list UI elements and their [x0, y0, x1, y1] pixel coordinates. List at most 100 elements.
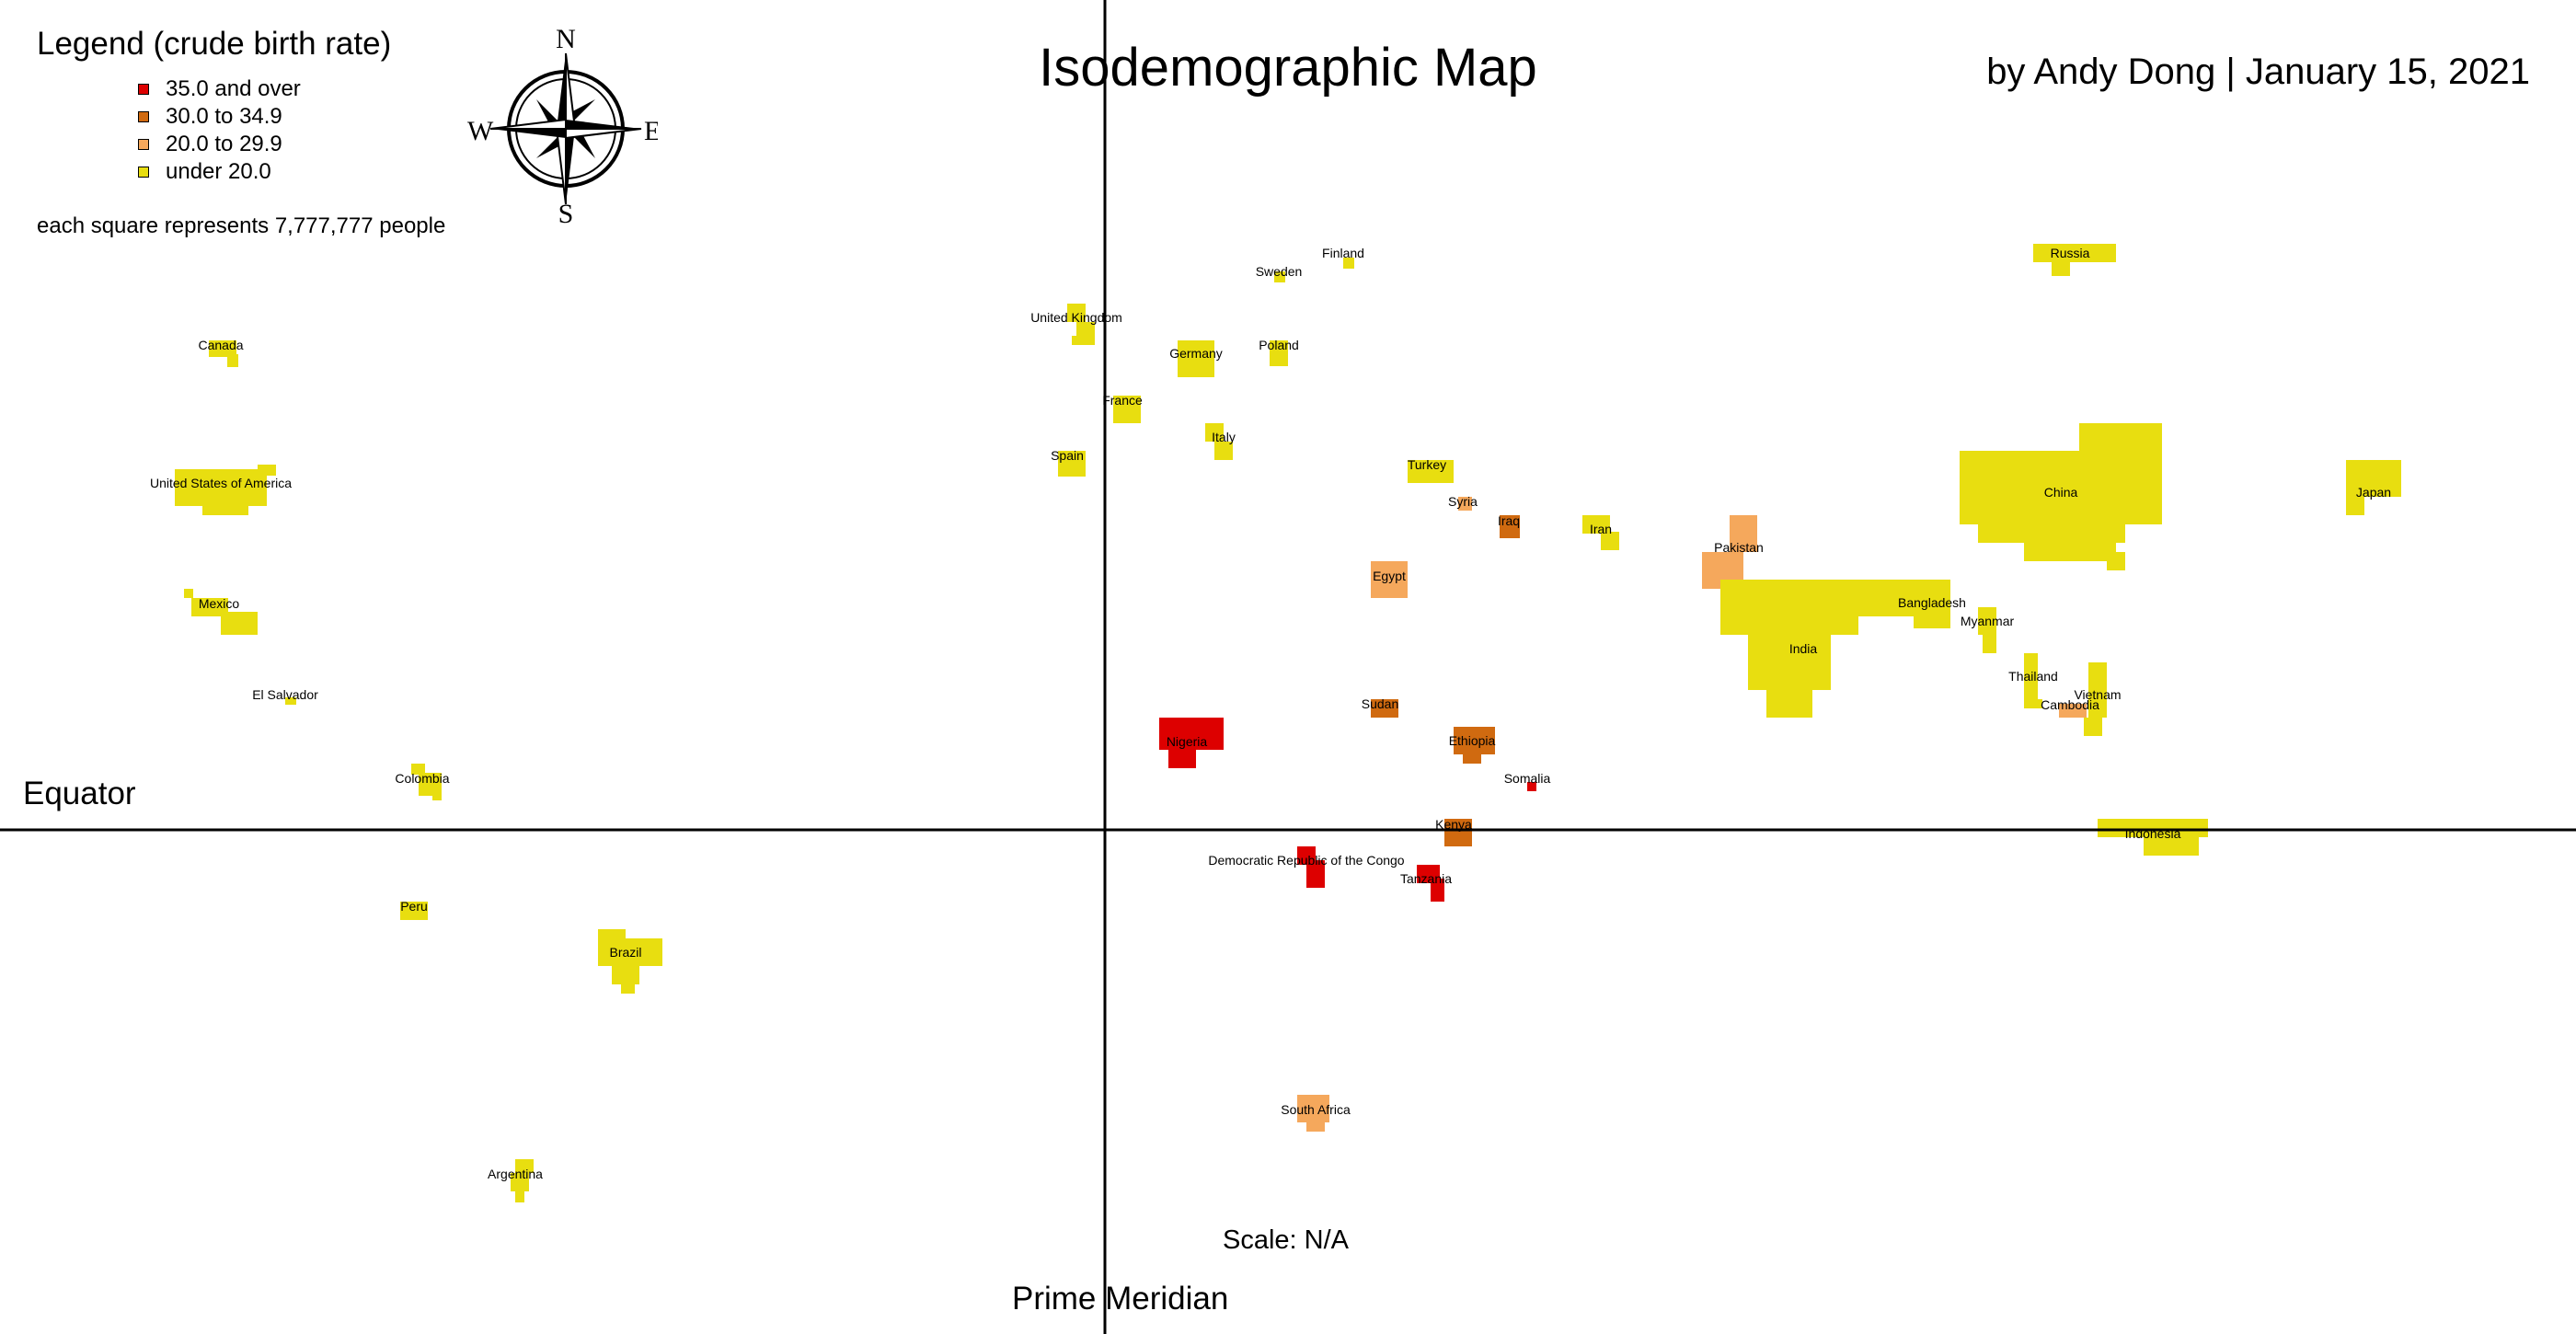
population-square — [1270, 340, 1288, 366]
country-label: Pakistan — [1714, 540, 1764, 555]
country-label: China — [2044, 485, 2078, 500]
population-square — [2084, 718, 2102, 736]
country-blob — [2084, 662, 2107, 736]
population-square — [1849, 580, 1950, 616]
population-square — [621, 983, 635, 994]
population-square — [1067, 304, 1086, 322]
population-square — [1371, 699, 1398, 718]
population-square — [221, 612, 258, 635]
country-blob — [209, 340, 238, 367]
population-square — [1178, 340, 1214, 377]
population-square — [1371, 561, 1408, 598]
population-square — [2346, 497, 2364, 515]
legend: Legend (crude birth rate) 35.0 and over … — [37, 26, 445, 239]
country-label: Ethiopia — [1449, 733, 1496, 748]
population-square — [2033, 699, 2042, 708]
country-label: Argentina — [488, 1167, 543, 1181]
country-label: Thailand — [2008, 669, 2058, 684]
population-square — [1978, 607, 1996, 635]
country-label: Sudan — [1362, 696, 1398, 711]
prime-meridian-label: Prime Meridian — [1012, 1281, 1229, 1317]
population-square — [515, 1159, 534, 1173]
country-blob — [1297, 846, 1325, 888]
country-label: Mexico — [199, 596, 240, 611]
population-square — [258, 465, 276, 476]
population-square — [612, 966, 639, 984]
population-square — [1914, 612, 1950, 628]
population-square — [432, 791, 442, 800]
population-square — [1454, 727, 1495, 754]
country-blob — [1978, 607, 1996, 653]
legend-label: 35.0 and over — [166, 76, 301, 101]
country-blob — [1454, 727, 1495, 764]
legend-item: under 20.0 — [138, 158, 445, 186]
byline: by Andy Dong | January 15, 2021 — [1986, 52, 2530, 92]
population-square — [2346, 460, 2401, 497]
population-square — [227, 354, 238, 367]
country-blob — [1371, 561, 1408, 598]
country-blob — [2024, 653, 2042, 708]
legend-swatch — [138, 84, 149, 95]
country-label: Brazil — [609, 945, 641, 960]
country-blob — [2033, 244, 2116, 276]
equator-label: Equator — [23, 776, 136, 811]
country-blob — [1408, 460, 1454, 483]
country-label: Italy — [1212, 430, 1236, 444]
population-square — [1408, 460, 1454, 483]
country-label: South Africa — [1281, 1102, 1351, 1117]
population-square — [202, 501, 248, 515]
population-square — [1058, 451, 1086, 477]
population-square — [209, 340, 236, 357]
legend-item: 35.0 and over — [138, 75, 445, 103]
population-square — [411, 764, 425, 775]
country-blob — [175, 465, 276, 515]
population-square — [1720, 580, 1858, 635]
population-square — [400, 902, 428, 920]
legend-swatch — [138, 111, 149, 122]
country-blob — [1582, 515, 1619, 550]
country-label: United Kingdom — [1030, 310, 1122, 325]
population-square — [1960, 451, 2162, 524]
legend-label: 30.0 to 34.9 — [166, 104, 282, 129]
map-title: Isodemographic Map — [1039, 38, 1537, 98]
population-square — [2088, 662, 2107, 718]
country-label: Poland — [1259, 338, 1299, 352]
country-label: El Salvador — [252, 687, 318, 702]
country-blob — [1417, 865, 1444, 902]
country-label: United States of America — [150, 476, 292, 490]
population-square — [2144, 833, 2199, 856]
country-label: Colombia — [395, 771, 449, 786]
country-label: Japan — [2356, 485, 2391, 500]
country-label: Somalia — [1504, 771, 1551, 786]
country-label: Nigeria — [1167, 734, 1208, 749]
compass-west-label: W — [467, 116, 494, 146]
population-square — [1168, 745, 1196, 768]
population-square — [2052, 258, 2070, 276]
country-blob — [1297, 1095, 1329, 1132]
country-label: Finland — [1322, 246, 1364, 260]
country-label: Sweden — [1256, 264, 1303, 279]
country-blob — [1500, 515, 1520, 538]
country-blob — [1527, 782, 1536, 791]
country-blob — [1720, 580, 1858, 718]
country-blob — [2346, 460, 2401, 515]
legend-label: under 20.0 — [166, 159, 271, 184]
population-square — [184, 589, 193, 598]
population-square — [598, 929, 626, 938]
population-square — [2079, 423, 2162, 460]
country-blob — [1113, 396, 1141, 423]
country-blob — [598, 929, 662, 994]
country-blob — [511, 1159, 534, 1202]
country-blob — [1159, 718, 1224, 768]
country-label: Kenya — [1435, 817, 1472, 832]
country-label: Germany — [1169, 346, 1223, 361]
country-blob — [1444, 819, 1472, 846]
population-square — [1500, 515, 1520, 538]
country-blob — [400, 902, 428, 920]
country-label: Turkey — [1408, 457, 1446, 472]
country-blob — [1205, 423, 1233, 460]
population-square — [1444, 819, 1472, 846]
population-square — [2107, 552, 2125, 570]
compass-east-label: E — [644, 116, 658, 146]
population-square — [175, 469, 267, 506]
